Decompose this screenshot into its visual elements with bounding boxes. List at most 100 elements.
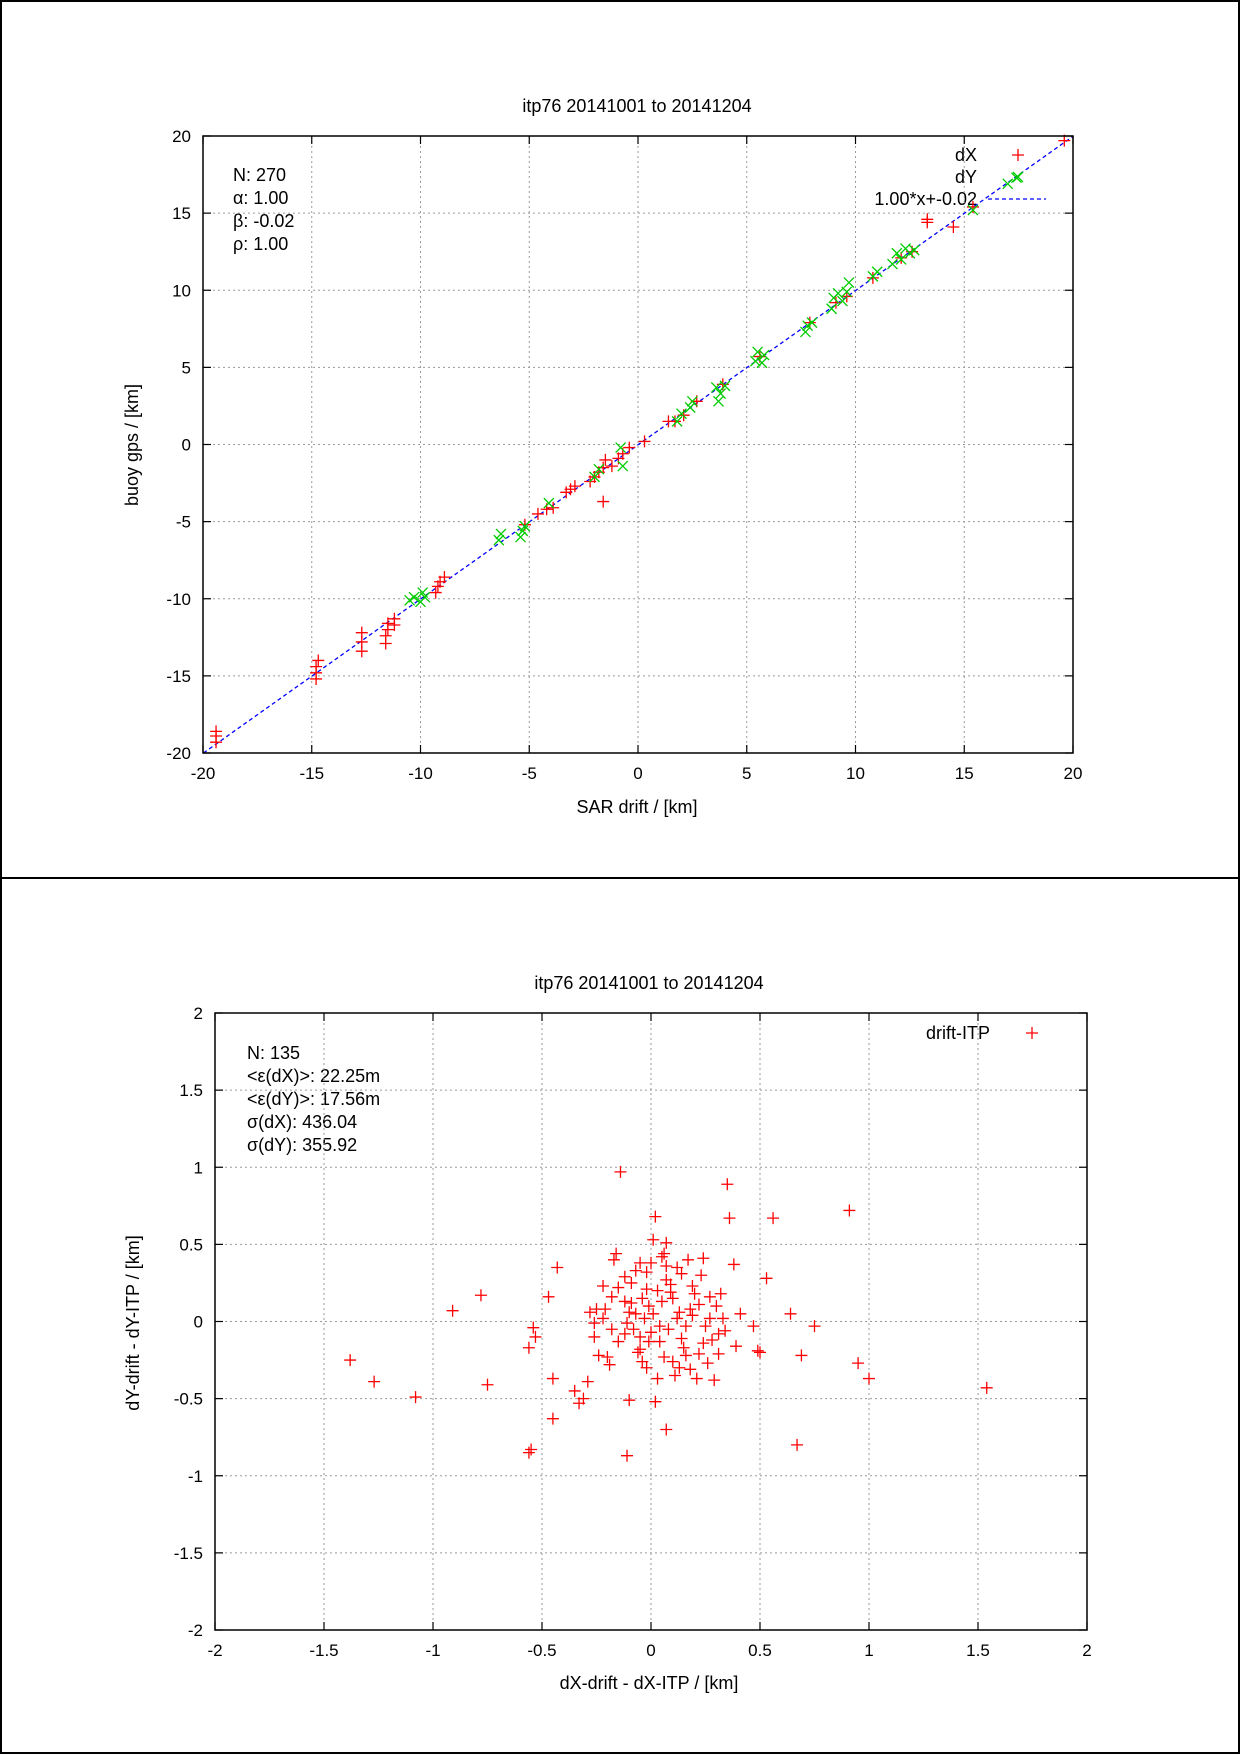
chart1-point-dx — [210, 725, 223, 738]
chart2-point-drift-itp — [679, 1320, 692, 1333]
chart1-point-dy — [841, 286, 853, 298]
chart2-ytick-label: 1.5 — [179, 1081, 203, 1100]
chart2-point-drift-itp — [522, 1446, 535, 1459]
chart2-point-drift-itp — [791, 1438, 804, 1451]
chart1-point-dy — [676, 408, 687, 420]
chart1-point-dx — [438, 571, 451, 584]
chart1-point-dy — [752, 346, 764, 358]
chart2-point-drift-itp — [605, 1323, 618, 1336]
chart2-xtick-label: -1 — [425, 1641, 440, 1660]
chart2-point-drift-itp — [660, 1273, 673, 1286]
chart1-point-dy — [713, 395, 724, 407]
chart2-point-drift-itp — [668, 1369, 681, 1382]
chart1-point-dy — [967, 204, 979, 216]
chart2-point-drift-itp — [621, 1449, 634, 1462]
chart2-point-drift-itp — [863, 1372, 875, 1385]
chart1-ytick-label: 5 — [182, 358, 191, 377]
chart2-point-drift-itp — [409, 1391, 422, 1404]
chart2-xtick-label: 0.5 — [748, 1641, 772, 1660]
chart1-point-dy — [887, 258, 898, 270]
chart1-point-dx — [531, 507, 544, 520]
chart2-point-drift-itp — [542, 1290, 555, 1303]
chart2-ylabel: dY-drift - dY-ITP / [km] — [123, 1235, 143, 1410]
chart1-xtick-label: 20 — [1064, 764, 1083, 783]
chart2-point-drift-itp — [852, 1357, 865, 1370]
chart2-point-drift-itp — [529, 1330, 542, 1343]
chart2-point-drift-itp — [568, 1384, 581, 1397]
chart2-point-drift-itp — [767, 1212, 780, 1225]
chart2-point-drift-itp — [636, 1355, 649, 1368]
chart2-ytick-label: 1 — [194, 1158, 203, 1177]
chart1-point-dy — [908, 244, 920, 256]
chart1-xtick-label: -20 — [191, 764, 216, 783]
chart1-point-dy — [826, 303, 838, 315]
chart2-point-drift-itp — [344, 1354, 357, 1367]
chart2-point-drift-itp — [592, 1349, 605, 1362]
chart2-point-drift-itp — [522, 1341, 535, 1354]
chart2-point-drift-itp — [980, 1381, 993, 1394]
chart2-ytick-label: 0.5 — [179, 1235, 203, 1254]
chart2-point-drift-itp — [686, 1309, 699, 1322]
chart1-title: itp76 20141001 to 20141204 — [522, 96, 751, 116]
chart1-point-dy — [543, 497, 555, 509]
chart2-point-drift-itp — [719, 1324, 732, 1337]
chart1-point-dy — [871, 266, 883, 278]
chart1-point-dx — [379, 629, 392, 642]
chart1-point-dx — [866, 271, 879, 284]
chart1-point-dx — [568, 480, 581, 493]
chart2-point-drift-itp — [446, 1304, 459, 1317]
chart2-point-drift-itp — [551, 1261, 564, 1274]
chart1-point-dy — [1002, 178, 1014, 190]
chart1-point-dy — [593, 463, 605, 475]
chart1-ytick-label: -20 — [166, 744, 191, 763]
chart2-point-drift-itp — [716, 1312, 729, 1325]
chart2-point-drift-itp — [673, 1361, 686, 1374]
chart2-point-drift-itp — [684, 1303, 697, 1316]
chart2-point-drift-itp — [671, 1312, 684, 1325]
chart2-point-drift-itp — [721, 1178, 734, 1191]
chart1-point-dy — [519, 520, 531, 532]
chart2-point-drift-itp — [695, 1269, 708, 1282]
chart1-xtick-label: 0 — [633, 764, 642, 783]
chart2-point-drift-itp — [647, 1307, 660, 1320]
chart2-annotation-sigma-dy: σ(dY): 355.92 — [247, 1135, 357, 1155]
chart2-point-drift-itp — [666, 1292, 679, 1305]
chart2-point-drift-itp — [631, 1346, 644, 1359]
chart2-point-drift-itp — [481, 1378, 494, 1391]
chart1-point-dy — [671, 415, 683, 427]
chart1-xtick-label: -5 — [522, 764, 537, 783]
chart1-point-dx — [355, 626, 368, 639]
chart2-point-drift-itp — [710, 1300, 723, 1313]
chart2-point-drift-itp — [747, 1320, 760, 1333]
chart1-xlabel: SAR drift / [km] — [576, 797, 697, 817]
chart1-annotation-beta: β: -0.02 — [233, 211, 294, 231]
chart2-point-drift-itp — [751, 1344, 764, 1357]
chart1-point-dx — [605, 460, 618, 473]
chart1-point-dx — [668, 415, 681, 428]
chart1-ylabel: buoy gps / [km] — [122, 384, 142, 506]
chart2-point-drift-itp — [638, 1312, 651, 1325]
chart2-point-drift-itp — [640, 1361, 653, 1374]
chart2-title: itp76 20141001 to 20141204 — [534, 973, 763, 993]
chart1-point-dx — [388, 612, 401, 625]
chart2-point-drift-itp — [649, 1395, 662, 1408]
chart2-point-drift-itp — [651, 1372, 664, 1385]
chart2-xtick-label: -1.5 — [309, 1641, 338, 1660]
chart1-ytick-label: 20 — [172, 127, 191, 146]
chart2-ytick-label: 0 — [194, 1313, 203, 1332]
chart2-point-drift-itp — [599, 1303, 612, 1316]
chart2-xtick-label: -0.5 — [527, 1641, 556, 1660]
chart2-point-drift-itp — [658, 1247, 671, 1260]
chart1-ytick-label: -5 — [176, 513, 191, 532]
bottom-panel-frame — [0, 877, 1240, 1754]
chart2-point-drift-itp — [612, 1335, 625, 1348]
chart1-point-dy — [836, 295, 848, 307]
chart2-point-drift-itp — [597, 1280, 610, 1293]
chart2-point-drift-itp — [653, 1335, 666, 1348]
chart2-point-drift-itp — [583, 1306, 596, 1319]
chart2-point-drift-itp — [697, 1337, 710, 1350]
chart2-point-drift-itp — [527, 1321, 540, 1334]
chart2-point-drift-itp — [688, 1287, 701, 1300]
chart1-point-dx — [947, 221, 960, 234]
chart2-point-drift-itp — [625, 1276, 638, 1289]
